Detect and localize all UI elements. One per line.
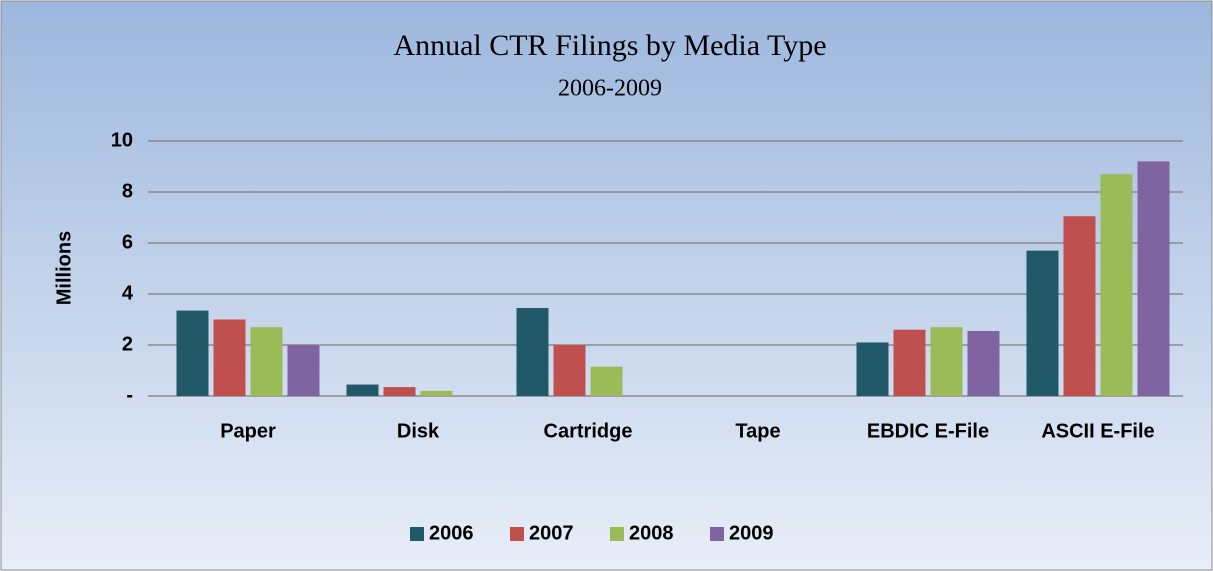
x-tick-label: EBDIC E-File <box>867 420 989 442</box>
bar <box>1137 161 1170 396</box>
bar <box>967 330 1000 396</box>
y-tick-label: 2 <box>122 333 133 355</box>
legend-label: 2006 <box>429 522 474 544</box>
bar <box>856 342 889 396</box>
legend-label: 2009 <box>729 522 774 544</box>
y-tick-label: - <box>126 384 133 406</box>
bar <box>250 327 283 396</box>
y-tick-label: 8 <box>122 180 133 202</box>
legend-swatch <box>410 527 424 541</box>
x-tick-label: Tape <box>735 420 780 442</box>
y-tick-label: 4 <box>122 282 134 304</box>
bar <box>383 387 416 396</box>
x-tick-label: Paper <box>220 420 276 442</box>
bar <box>1026 250 1059 396</box>
bar <box>893 329 926 396</box>
bar <box>930 327 963 396</box>
x-tick-label: Disk <box>397 420 440 442</box>
legend-swatch <box>510 527 524 541</box>
chart-subtitle: 2006-2009 <box>558 76 662 102</box>
bar <box>553 345 586 396</box>
bar <box>516 308 549 396</box>
bar <box>213 319 246 396</box>
y-tick-label: 10 <box>111 129 133 151</box>
x-tick-label: Cartridge <box>544 420 633 442</box>
y-tick-label: 6 <box>122 231 133 253</box>
bar <box>590 366 623 396</box>
legend-label: 2008 <box>629 522 674 544</box>
y-axis-label: Millions <box>53 231 75 305</box>
chart-title: Annual CTR Filings by Media Type <box>393 29 826 62</box>
legend-swatch <box>710 527 724 541</box>
legend-swatch <box>610 527 624 541</box>
bar <box>176 310 209 396</box>
x-tick-label: ASCII E-File <box>1041 420 1154 442</box>
bar <box>287 345 320 396</box>
bar <box>1100 174 1133 396</box>
bar <box>346 384 379 396</box>
bar <box>420 390 453 396</box>
bar <box>1063 216 1096 396</box>
legend-label: 2007 <box>529 522 574 544</box>
